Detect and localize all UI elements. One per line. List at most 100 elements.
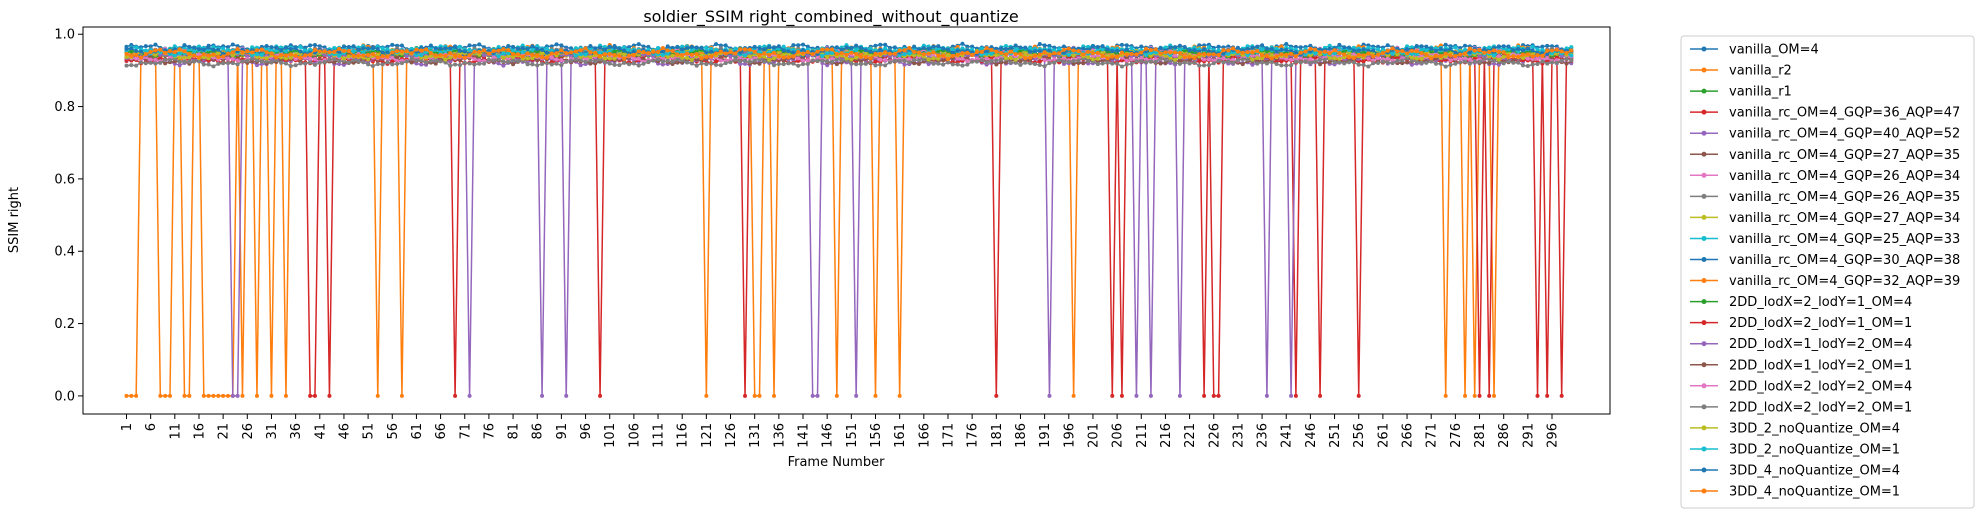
data-point [883, 57, 888, 62]
data-point [1124, 43, 1129, 48]
data-point [912, 61, 917, 66]
data-point [187, 393, 192, 398]
data-point [1327, 59, 1332, 64]
data-point [1535, 393, 1540, 398]
data-point [250, 59, 255, 64]
data-point [1569, 45, 1574, 50]
data-point [148, 57, 153, 62]
data-point [1559, 393, 1564, 398]
data-point [631, 56, 636, 61]
data-point [1018, 59, 1023, 64]
data-point [1564, 61, 1569, 66]
data-point [651, 54, 656, 59]
data-point [718, 58, 723, 63]
data-point [805, 58, 810, 63]
data-point [491, 55, 496, 60]
data-point [206, 393, 211, 398]
data-point [757, 61, 762, 66]
data-point [1361, 59, 1366, 64]
data-point [327, 393, 332, 398]
data-point [230, 57, 235, 62]
data-point [1119, 42, 1124, 47]
data-point [1197, 58, 1202, 63]
data-point [723, 43, 728, 48]
data-point [308, 393, 313, 398]
data-point [1158, 61, 1163, 66]
data-point [1177, 58, 1182, 63]
data-point [728, 54, 733, 59]
data-point [496, 61, 501, 66]
data-point [636, 42, 641, 47]
data-point [796, 43, 801, 48]
data-point [511, 62, 516, 67]
data-point [134, 56, 139, 61]
data-point [878, 42, 883, 47]
data-point [825, 63, 830, 68]
data-point [477, 58, 482, 63]
data-point [641, 57, 646, 61]
data-point [409, 46, 414, 51]
data-point [457, 57, 462, 62]
data-point [1134, 393, 1139, 398]
data-point [569, 46, 574, 51]
data-point [312, 43, 317, 48]
data-point [675, 60, 680, 65]
data-point [743, 393, 748, 398]
data-point [1559, 54, 1564, 59]
data-point [772, 393, 777, 398]
data-point [182, 393, 187, 398]
data-point [1057, 47, 1062, 52]
data-point [1047, 43, 1052, 48]
data-point [564, 393, 569, 398]
data-point [718, 55, 723, 60]
data-point [283, 393, 288, 398]
data-point [805, 53, 810, 58]
data-point [269, 393, 274, 398]
data-point [1463, 43, 1468, 48]
data-point [163, 61, 168, 66]
data-point [409, 60, 414, 65]
data-point [477, 42, 482, 47]
data-point [1327, 43, 1332, 48]
data-point [1487, 393, 1492, 398]
data-point [395, 58, 400, 63]
data-point [172, 44, 177, 49]
data-point [1187, 57, 1192, 62]
data-point [757, 393, 762, 398]
data-point [1376, 44, 1381, 49]
data-point [153, 57, 158, 62]
data-point [1163, 45, 1168, 50]
data-point [834, 62, 839, 67]
data-point [612, 49, 617, 54]
data-point [390, 55, 395, 60]
data-point [656, 46, 661, 51]
data-point [250, 45, 255, 50]
data-point [1308, 43, 1313, 48]
data-point [221, 393, 226, 398]
data-point [1042, 43, 1047, 48]
data-point [1279, 59, 1284, 64]
data-point [235, 58, 240, 63]
data-point [308, 43, 313, 48]
data-point [559, 58, 564, 63]
data-point [1385, 43, 1390, 48]
data-point [805, 44, 810, 49]
data-point [293, 57, 298, 61]
data-point [230, 42, 235, 47]
data-point [815, 393, 820, 398]
data-point [738, 55, 743, 60]
data-point [979, 46, 984, 51]
data-point [1356, 393, 1361, 398]
data-point [303, 45, 308, 50]
data-point [1284, 42, 1289, 47]
data-point [472, 57, 477, 62]
data-point [1443, 393, 1448, 398]
data-point [636, 56, 641, 61]
data-point [1071, 393, 1076, 398]
series-line [126, 52, 1572, 397]
data-point [419, 62, 424, 67]
data-point [1443, 42, 1448, 47]
data-point [1477, 53, 1482, 58]
data-point [897, 393, 902, 398]
data-point [501, 63, 506, 68]
